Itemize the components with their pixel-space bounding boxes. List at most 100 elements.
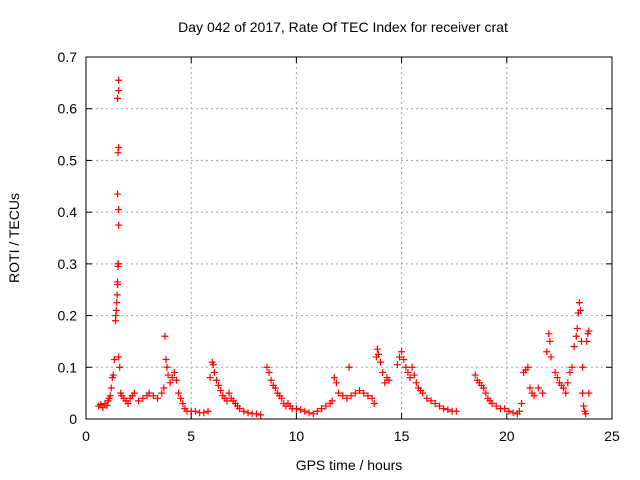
y-tick-label: 0	[69, 411, 77, 427]
data-point	[115, 221, 123, 229]
data-point	[177, 394, 185, 402]
data-point	[322, 402, 330, 410]
data-point	[343, 394, 351, 402]
data-point	[115, 76, 123, 84]
data-point	[562, 389, 570, 397]
data-point	[488, 399, 496, 407]
data-point	[271, 384, 279, 392]
data-point	[576, 306, 584, 314]
data-point	[377, 358, 385, 366]
data-point	[545, 330, 553, 338]
x-tick-label: 25	[604, 428, 620, 444]
data-point	[170, 368, 178, 376]
data-point	[210, 368, 218, 376]
data-point	[265, 368, 273, 376]
x-tick-label: 10	[289, 428, 305, 444]
data-point	[579, 389, 587, 397]
data-point	[585, 389, 593, 397]
data-point	[585, 327, 593, 335]
data-point	[160, 384, 168, 392]
data-point	[163, 363, 171, 371]
data-point	[139, 394, 147, 402]
data-point	[412, 379, 420, 387]
data-point	[158, 389, 166, 397]
data-point	[215, 381, 223, 389]
data-point	[393, 361, 401, 369]
data-point	[113, 291, 121, 299]
data-point	[301, 407, 309, 415]
data-point	[154, 394, 162, 402]
data-point	[547, 353, 555, 361]
data-point	[480, 384, 488, 392]
data-point	[206, 374, 214, 382]
data-point	[328, 397, 336, 405]
data-point	[373, 345, 381, 353]
data-points	[95, 76, 593, 419]
data-point	[168, 374, 176, 382]
y-tick-label: 0.5	[58, 152, 78, 168]
data-point	[200, 409, 208, 417]
data-point	[404, 368, 412, 376]
data-point	[115, 87, 123, 95]
data-point	[332, 379, 340, 387]
data-point	[400, 356, 408, 364]
data-point	[524, 363, 532, 371]
data-point	[526, 384, 534, 392]
data-point	[370, 399, 378, 407]
data-point	[130, 389, 138, 397]
data-point	[252, 410, 260, 418]
data-point	[431, 399, 439, 407]
data-point	[351, 389, 359, 397]
data-point	[534, 384, 542, 392]
data-point	[334, 389, 342, 397]
data-point	[368, 394, 376, 402]
data-point	[381, 379, 389, 387]
data-point	[543, 348, 551, 356]
data-point	[379, 368, 387, 376]
data-point	[395, 353, 403, 361]
data-point	[551, 368, 559, 376]
data-point	[398, 348, 406, 356]
data-point	[374, 350, 382, 358]
data-point	[113, 299, 121, 307]
data-point	[145, 389, 153, 397]
data-point	[408, 363, 416, 371]
data-point	[575, 299, 583, 307]
data-point	[330, 374, 338, 382]
data-point	[115, 206, 123, 214]
data-point	[244, 409, 252, 417]
data-point	[560, 384, 568, 392]
data-point	[114, 260, 122, 268]
data-point	[435, 402, 443, 410]
data-point	[444, 406, 452, 414]
data-point	[162, 356, 170, 364]
data-point	[364, 392, 372, 400]
plot-frame	[85, 56, 613, 420]
data-point	[179, 399, 187, 407]
y-tick-label: 0.6	[58, 101, 78, 117]
data-point	[212, 376, 220, 384]
data-point	[313, 407, 321, 415]
data-point	[360, 389, 368, 397]
data-point	[191, 407, 199, 415]
chart-title: Day 042 of 2017, Rate Of TEC Index for r…	[178, 19, 508, 35]
data-point	[263, 363, 271, 371]
data-point	[492, 402, 500, 410]
data-point	[292, 405, 300, 413]
data-point	[161, 332, 169, 340]
data-point	[505, 407, 513, 415]
data-point	[356, 387, 364, 395]
y-tick-label: 0.7	[58, 49, 78, 65]
data-point	[427, 397, 435, 405]
data-point	[112, 306, 120, 314]
data-point	[172, 376, 180, 384]
data-point	[339, 392, 347, 400]
data-point	[345, 363, 353, 371]
data-point	[452, 407, 460, 415]
data-point	[419, 389, 427, 397]
data-point	[109, 371, 117, 379]
data-point	[566, 368, 574, 376]
data-point	[580, 402, 588, 410]
data-point	[297, 406, 305, 414]
